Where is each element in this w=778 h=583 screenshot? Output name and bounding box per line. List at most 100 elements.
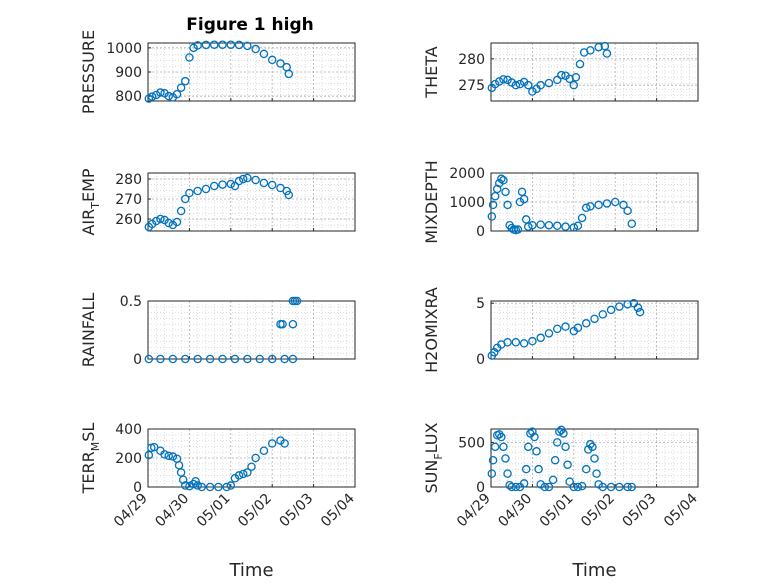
- data-point: [513, 225, 523, 234]
- data-point: [288, 354, 298, 364]
- data-point: [606, 482, 616, 492]
- data-point: [218, 354, 227, 364]
- data-point: [569, 80, 579, 90]
- data-point: [528, 220, 537, 230]
- data-point: [497, 432, 506, 442]
- data-point: [176, 206, 186, 216]
- x-axis-label: Time: [228, 560, 273, 581]
- x-tick-label: 05/04: [318, 490, 358, 530]
- data-point: [168, 354, 178, 364]
- data-point: [540, 482, 550, 492]
- data-point: [573, 482, 583, 492]
- y-axis-label: RAINFALL: [79, 293, 98, 368]
- y-axis-label: H2OMIXRA: [422, 287, 441, 373]
- x-tick-label: 05/03: [277, 491, 317, 531]
- y-axis-label: MIXDEPTH: [422, 160, 441, 243]
- data-point: [503, 469, 512, 478]
- data-point: [251, 44, 260, 54]
- data-point: [234, 40, 244, 50]
- data-point: [581, 319, 591, 328]
- y-tick-label: 260: [115, 212, 142, 228]
- subplot-5: 0 0.5 RAINFALL: [79, 293, 356, 368]
- axes-box: [490, 300, 699, 360]
- data-point: [144, 450, 154, 460]
- data-point: [573, 323, 583, 333]
- y-tick-label: 0: [133, 480, 142, 496]
- subplot-4: 0 1000 2000 MIXDEPTH: [422, 160, 699, 244]
- data-point: [149, 442, 159, 452]
- data-point: [185, 188, 194, 198]
- data-point: [234, 471, 244, 480]
- data-point: [552, 221, 562, 231]
- data-point: [592, 469, 601, 478]
- data-point: [594, 42, 603, 52]
- axes-box: [147, 172, 356, 232]
- data-point: [156, 354, 165, 364]
- data-point: [573, 221, 583, 231]
- data-point: [251, 453, 260, 463]
- data-point: [282, 62, 291, 72]
- data-point: [259, 178, 269, 188]
- figure-title: Figure 1 high: [186, 15, 314, 35]
- data-point: [226, 481, 236, 490]
- data-point: [267, 55, 277, 65]
- data-point: [193, 186, 202, 196]
- data-point: [569, 223, 579, 232]
- data-point: [511, 80, 521, 90]
- data-point: [243, 173, 252, 183]
- data-point: [259, 49, 269, 59]
- data-point: [555, 427, 564, 436]
- data-point: [507, 223, 516, 233]
- data-point: [503, 338, 512, 347]
- data-point: [490, 79, 500, 89]
- data-point: [193, 41, 202, 50]
- data-point: [267, 354, 277, 364]
- data-point: [524, 442, 533, 452]
- data-point: [255, 354, 265, 364]
- data-point: [280, 354, 289, 364]
- x-axis-label: Time: [571, 560, 616, 581]
- data-point: [519, 194, 529, 204]
- y-tick-label: 800: [115, 89, 142, 105]
- data-point: [534, 464, 543, 474]
- data-point: [563, 460, 572, 469]
- data-point: [234, 176, 244, 186]
- data-point: [176, 83, 186, 92]
- data-point: [565, 477, 574, 486]
- data-point: [205, 354, 215, 364]
- axes-box: [147, 42, 356, 102]
- data-point: [619, 200, 628, 210]
- data-point: [490, 442, 500, 452]
- y-tick-label: 5: [476, 296, 485, 312]
- y-tick-label: 1000: [449, 195, 485, 211]
- data-point: [548, 475, 558, 485]
- axes-box: [147, 300, 356, 360]
- data-point: [495, 77, 504, 86]
- data-point: [230, 181, 240, 191]
- data-point: [511, 338, 521, 347]
- data-point: [267, 439, 277, 448]
- data-point: [214, 482, 223, 492]
- data-point: [174, 460, 184, 470]
- data-point: [259, 446, 269, 455]
- y-tick-label: 1000: [106, 41, 142, 57]
- data-point: [499, 442, 508, 452]
- x-tick-label: 04/30: [152, 491, 192, 531]
- data-point: [205, 482, 215, 492]
- data-point: [172, 217, 182, 227]
- data-point: [191, 476, 200, 486]
- data-point: [487, 469, 497, 478]
- data-point: [521, 215, 531, 224]
- data-point: [623, 206, 632, 215]
- y-tick-label: 200: [115, 451, 142, 467]
- data-point: [586, 46, 595, 55]
- data-point: [156, 214, 165, 224]
- y-tick-label: 900: [115, 65, 142, 81]
- y-tick-label: 0: [133, 352, 142, 368]
- data-point: [280, 439, 289, 448]
- data-point: [627, 219, 637, 228]
- y-tick-label: 500: [458, 435, 485, 451]
- y-tick-label: 0: [476, 480, 485, 496]
- data-point: [552, 75, 562, 85]
